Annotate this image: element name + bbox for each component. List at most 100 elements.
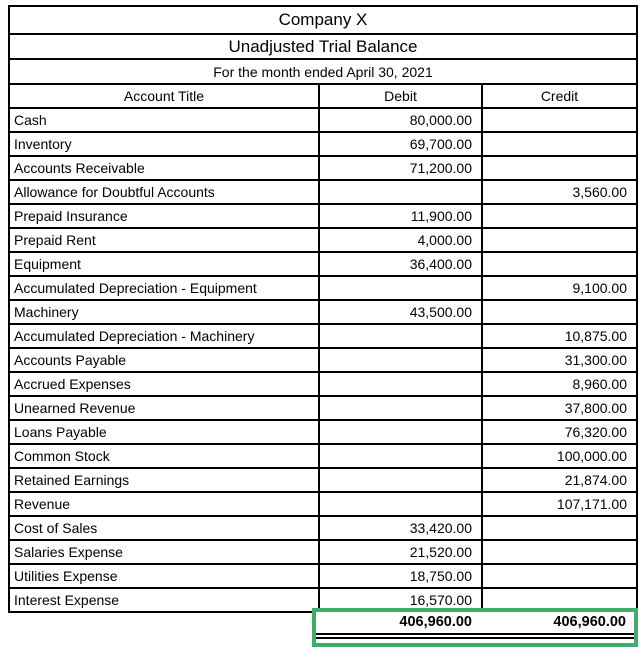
table-row: Machinery 43,500.00 xyxy=(8,299,638,325)
credit-cell[interactable] xyxy=(481,563,638,589)
table-row: Salaries Expense 21,520.00 xyxy=(8,539,638,565)
table-row: Cost of Sales 33,420.00 xyxy=(8,515,638,541)
account-title-cell[interactable]: Salaries Expense xyxy=(8,539,320,565)
debit-cell[interactable]: 33,420.00 xyxy=(318,515,483,541)
account-title-cell[interactable]: Common Stock xyxy=(8,443,320,469)
credit-cell[interactable] xyxy=(481,251,638,277)
credit-cell[interactable] xyxy=(481,155,638,181)
debit-cell[interactable]: 21,520.00 xyxy=(318,539,483,565)
table-row: Accounts Payable 31,300.00 xyxy=(8,347,638,373)
debit-cell[interactable] xyxy=(318,275,483,301)
table-row: Unearned Revenue 37,800.00 xyxy=(8,395,638,421)
table-row: Interest Expense 16,570.00 xyxy=(8,587,638,613)
debit-cell[interactable] xyxy=(318,323,483,349)
credit-cell[interactable]: 21,874.00 xyxy=(481,467,638,493)
account-title-cell[interactable]: Prepaid Rent xyxy=(8,227,320,253)
debit-cell[interactable] xyxy=(318,395,483,421)
credit-cell[interactable] xyxy=(481,131,638,157)
credit-cell[interactable] xyxy=(481,203,638,229)
account-title-header[interactable]: Account Title xyxy=(8,83,320,109)
credit-cell[interactable]: 76,320.00 xyxy=(481,419,638,445)
table-row: Allowance for Doubtful Accounts 3,560.00 xyxy=(8,179,638,205)
column-header-row: Account Title Debit Credit xyxy=(8,83,638,109)
debit-cell[interactable]: 36,400.00 xyxy=(318,251,483,277)
period-subtitle[interactable]: For the month ended April 30, 2021 xyxy=(8,58,638,85)
debit-cell[interactable] xyxy=(318,371,483,397)
table-row: Inventory 69,700.00 xyxy=(8,131,638,157)
table-row: Prepaid Rent 4,000.00 xyxy=(8,227,638,253)
account-title-cell[interactable]: Unearned Revenue xyxy=(8,395,320,421)
table-body: Cash 80,000.00 Inventory 69,700.00 Accounts … xyxy=(8,107,638,613)
account-title-cell[interactable]: Equipment xyxy=(8,251,320,277)
debit-cell[interactable] xyxy=(318,467,483,493)
table-row: Accrued Expenses 8,960.00 xyxy=(8,371,638,397)
table-row: Loans Payable 76,320.00 xyxy=(8,419,638,445)
table-row: Equipment 36,400.00 xyxy=(8,251,638,277)
account-title-cell[interactable]: Accumulated Depreciation - Equipment xyxy=(8,275,320,301)
account-title-cell[interactable]: Interest Expense xyxy=(8,587,320,613)
credit-cell[interactable] xyxy=(481,539,638,565)
totals-row: 406,960.00 406,960.00 xyxy=(316,612,634,632)
credit-cell[interactable]: 37,800.00 xyxy=(481,395,638,421)
table-row: Cash 80,000.00 xyxy=(8,107,638,133)
debit-cell[interactable]: 11,900.00 xyxy=(318,203,483,229)
debit-cell[interactable]: 69,700.00 xyxy=(318,131,483,157)
account-title-cell[interactable]: Cost of Sales xyxy=(8,515,320,541)
credit-cell[interactable]: 9,100.00 xyxy=(481,275,638,301)
credit-cell[interactable]: 3,560.00 xyxy=(481,179,638,205)
account-title-cell[interactable]: Accounts Receivable xyxy=(8,155,320,181)
table-row: Revenue 107,171.00 xyxy=(8,491,638,517)
account-title-cell[interactable]: Machinery xyxy=(8,299,320,325)
credit-cell[interactable]: 8,960.00 xyxy=(481,371,638,397)
credit-cell[interactable] xyxy=(481,515,638,541)
debit-header[interactable]: Debit xyxy=(318,83,483,109)
debit-cell[interactable]: 4,000.00 xyxy=(318,227,483,253)
account-title-cell[interactable]: Retained Earnings xyxy=(8,467,320,493)
account-title-cell[interactable]: Accounts Payable xyxy=(8,347,320,373)
debit-cell[interactable]: 18,750.00 xyxy=(318,563,483,589)
debit-cell[interactable]: 71,200.00 xyxy=(318,155,483,181)
company-title[interactable]: Company X xyxy=(8,5,638,35)
table-row: Retained Earnings 21,874.00 xyxy=(8,467,638,493)
debit-cell[interactable] xyxy=(318,179,483,205)
debit-cell[interactable]: 43,500.00 xyxy=(318,299,483,325)
account-title-cell[interactable]: Loans Payable xyxy=(8,419,320,445)
debit-total[interactable]: 406,960.00 xyxy=(399,614,472,630)
credit-cell[interactable] xyxy=(481,299,638,325)
table-row: Accounts Receivable 71,200.00 xyxy=(8,155,638,181)
account-title-cell[interactable]: Revenue xyxy=(8,491,320,517)
credit-header[interactable]: Credit xyxy=(481,83,638,109)
period-row: For the month ended April 30, 2021 xyxy=(8,58,638,85)
table-row: Utilities Expense 18,750.00 xyxy=(8,563,638,589)
table-row: Accumulated Depreciation - Equipment 9,10… xyxy=(8,275,638,301)
credit-cell[interactable]: 31,300.00 xyxy=(481,347,638,373)
credit-cell[interactable] xyxy=(481,227,638,253)
debit-cell[interactable] xyxy=(318,419,483,445)
table-row: Accumulated Depreciation - Machinery 10,8… xyxy=(8,323,638,349)
totals-selection-box: 406,960.00 406,960.00 xyxy=(312,608,638,647)
credit-total[interactable]: 406,960.00 xyxy=(553,614,626,630)
account-title-cell[interactable]: Accumulated Depreciation - Machinery xyxy=(8,323,320,349)
report-title-row: Unadjusted Trial Balance xyxy=(8,33,638,60)
trial-balance-table: Company X Unadjusted Trial Balance For t… xyxy=(8,5,638,613)
account-title-cell[interactable]: Cash xyxy=(8,107,320,133)
account-title-cell[interactable]: Inventory xyxy=(8,131,320,157)
double-underline xyxy=(316,633,634,639)
company-title-row: Company X xyxy=(8,5,638,35)
credit-cell[interactable]: 107,171.00 xyxy=(481,491,638,517)
debit-cell[interactable] xyxy=(318,443,483,469)
debit-cell[interactable] xyxy=(318,491,483,517)
credit-cell[interactable] xyxy=(481,107,638,133)
report-title[interactable]: Unadjusted Trial Balance xyxy=(8,33,638,60)
table-row: Prepaid Insurance 11,900.00 xyxy=(8,203,638,229)
account-title-cell[interactable]: Utilities Expense xyxy=(8,563,320,589)
account-title-cell[interactable]: Allowance for Doubtful Accounts xyxy=(8,179,320,205)
debit-cell[interactable]: 80,000.00 xyxy=(318,107,483,133)
account-title-cell[interactable]: Accrued Expenses xyxy=(8,371,320,397)
table-row: Common Stock 100,000.00 xyxy=(8,443,638,469)
credit-cell[interactable]: 100,000.00 xyxy=(481,443,638,469)
debit-cell[interactable] xyxy=(318,347,483,373)
credit-cell[interactable]: 10,875.00 xyxy=(481,323,638,349)
account-title-cell[interactable]: Prepaid Insurance xyxy=(8,203,320,229)
